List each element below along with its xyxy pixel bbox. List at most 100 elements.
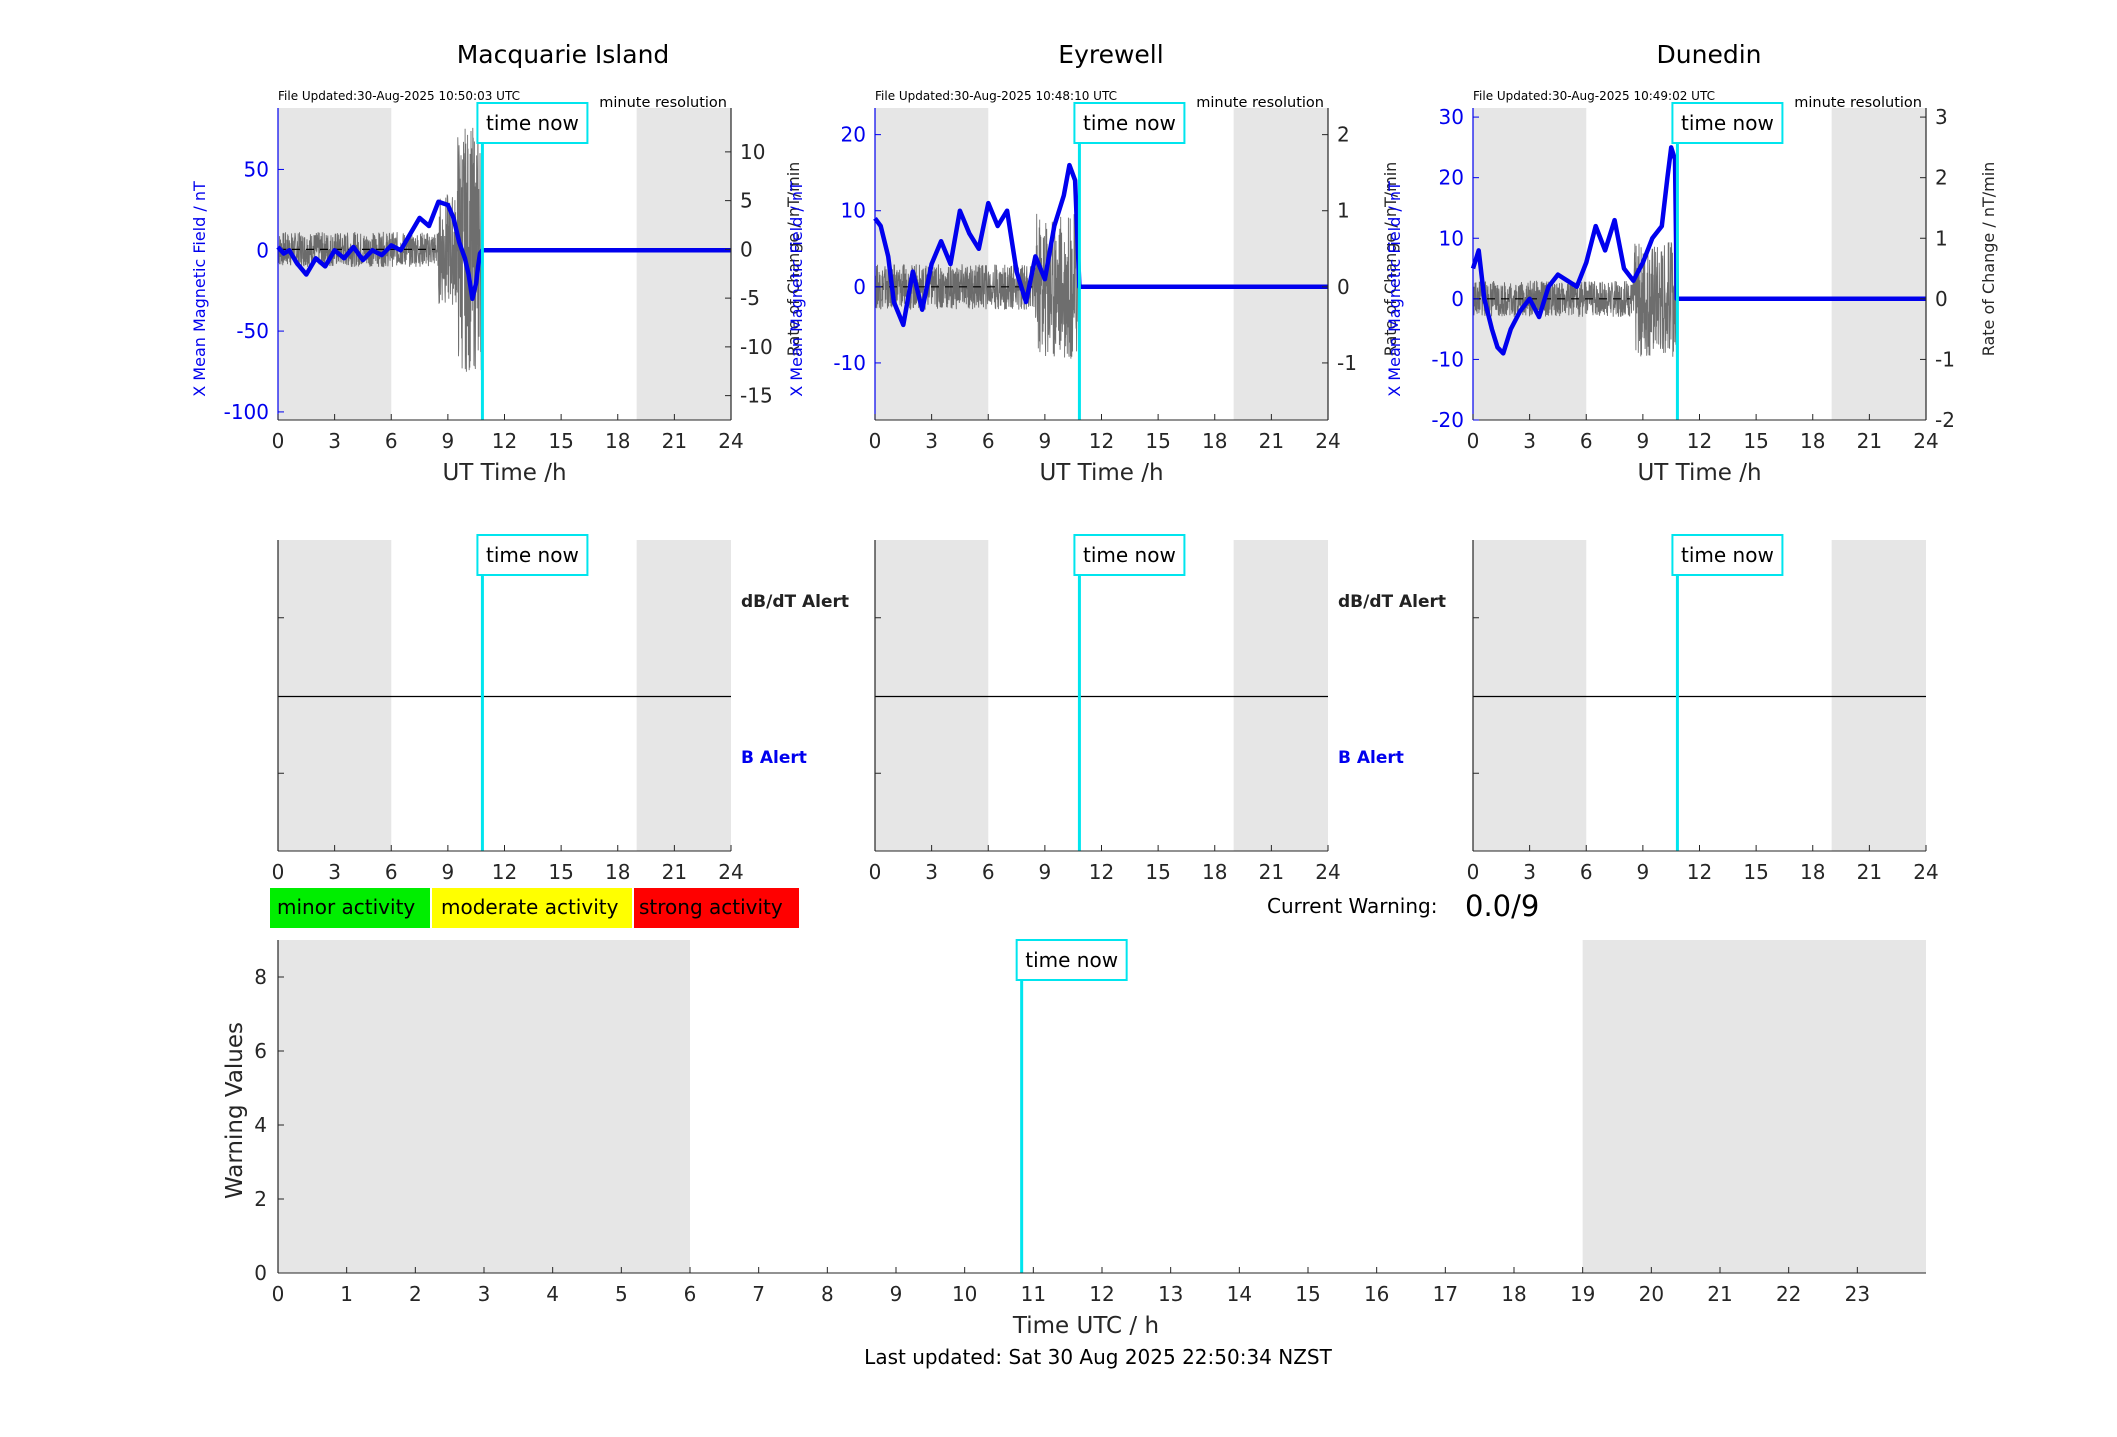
eyrewell-alert-panel: dB/dT Alert B Alert time now 0 3 6 9 12 15 18 21… bbox=[869, 534, 1446, 884]
time-now-box bbox=[1671, 534, 1784, 576]
y-left-tick-label: -100 bbox=[224, 400, 269, 424]
y-right-tick-label: -5 bbox=[740, 286, 760, 310]
x-tick-label: 0 bbox=[1467, 860, 1480, 884]
x-axis-label: UT Time /h bbox=[1039, 460, 1163, 486]
x-tick-label: 15 bbox=[548, 429, 573, 453]
y-axis-label: Warning Values bbox=[222, 1022, 248, 1199]
time-now-box bbox=[476, 534, 589, 576]
y-right-axis-label: Rate of Change / nT/min bbox=[1381, 162, 1400, 357]
x-tick-label: 11 bbox=[1021, 1282, 1046, 1306]
x-tick-label: 20 bbox=[1639, 1282, 1664, 1306]
x-tick-label: 15 bbox=[1145, 429, 1170, 453]
panel-title: Macquarie Island bbox=[457, 40, 670, 69]
y-tick-label: 4 bbox=[254, 1113, 267, 1137]
x-tick-label: 6 bbox=[1580, 429, 1593, 453]
resolution-label: minute resolution bbox=[599, 95, 727, 111]
x-tick-label: 12 bbox=[1687, 429, 1712, 453]
x-tick-label: 6 bbox=[385, 429, 398, 453]
eyrewell-panel: Eyrewell File Updated:30-Aug-2025 10:48:… bbox=[787, 40, 1400, 486]
time-now-box bbox=[1015, 939, 1128, 981]
minor-activity-label: minor activity bbox=[277, 895, 415, 919]
y-tick-label: 6 bbox=[254, 1039, 267, 1063]
night-shading bbox=[636, 540, 731, 851]
x-tick-label: 0 bbox=[272, 860, 285, 884]
x-tick-label: 3 bbox=[925, 429, 938, 453]
y-right-tick-label: 10 bbox=[740, 140, 765, 164]
x-tick-label: 18 bbox=[605, 429, 630, 453]
b-alert-label: B Alert bbox=[741, 748, 807, 768]
panel-title: Dunedin bbox=[1657, 40, 1762, 69]
x-tick-label: 2 bbox=[409, 1282, 422, 1306]
x-tick-label: 12 bbox=[1687, 860, 1712, 884]
x-tick-label: 9 bbox=[1637, 429, 1650, 453]
night-shading bbox=[1831, 540, 1926, 851]
x-tick-label: 18 bbox=[1800, 429, 1825, 453]
x-tick-label: 15 bbox=[1743, 429, 1768, 453]
x-tick-label: 15 bbox=[1145, 860, 1170, 884]
time-now-label: time now bbox=[1025, 948, 1118, 972]
x-tick-label: 6 bbox=[982, 429, 995, 453]
time-now-box bbox=[1073, 534, 1186, 576]
x-tick-label: 21 bbox=[1259, 860, 1284, 884]
y-left-tick-label: -20 bbox=[1431, 408, 1464, 432]
x-tick-label: 18 bbox=[605, 860, 630, 884]
x-tick-label: 9 bbox=[1637, 860, 1650, 884]
dunedin-panel: Dunedin File Updated:30-Aug-2025 10:49:0… bbox=[1385, 40, 1998, 486]
x-tick-label: 9 bbox=[442, 860, 455, 884]
y-left-tick-label: 20 bbox=[841, 123, 866, 147]
night-shading bbox=[1473, 108, 1587, 420]
x-tick-label: 6 bbox=[982, 860, 995, 884]
resolution-label: minute resolution bbox=[1794, 95, 1922, 111]
x-tick-label: 3 bbox=[1523, 429, 1536, 453]
time-now-label: time now bbox=[1681, 543, 1774, 567]
x-tick-label: 24 bbox=[718, 860, 743, 884]
night-shading bbox=[636, 108, 731, 420]
dbdt-alert-label: dB/dT Alert bbox=[741, 592, 849, 612]
strong-activity-swatch bbox=[634, 888, 799, 928]
x-tick-label: 3 bbox=[328, 860, 341, 884]
y-left-tick-label: -10 bbox=[833, 351, 866, 375]
field-trace bbox=[873, 162, 1328, 328]
macquarie-island-panel: Macquarie Island File Updated:30-Aug-202… bbox=[190, 40, 803, 486]
x-tick-label: 21 bbox=[662, 860, 687, 884]
rate-of-change-trace bbox=[1472, 241, 1678, 357]
x-axis-label: UT Time /h bbox=[1637, 460, 1761, 486]
x-tick-label: 21 bbox=[1707, 1282, 1732, 1306]
x-tick-label: 0 bbox=[272, 1282, 285, 1306]
field-trace bbox=[1470, 145, 1926, 356]
y-left-axis-label: X Mean Magnetic Field / nT bbox=[190, 181, 209, 397]
macquarie-alert-panel: dB/dT Alert B Alert time now 0 3 6 9 12 15 18 21… bbox=[272, 534, 849, 884]
time-now-label: time now bbox=[486, 543, 579, 567]
x-tick-label: 0 bbox=[272, 429, 285, 453]
x-tick-label: 21 bbox=[1857, 429, 1882, 453]
night-shading bbox=[278, 940, 690, 1273]
x-tick-label: 3 bbox=[1523, 860, 1536, 884]
b-alert-label: B Alert bbox=[1338, 748, 1404, 768]
y-left-tick-label: 0 bbox=[1451, 287, 1464, 311]
x-tick-label: 21 bbox=[1259, 429, 1284, 453]
y-right-tick-label: -1 bbox=[1337, 351, 1357, 375]
x-tick-label: 1 bbox=[340, 1282, 353, 1306]
y-left-tick-label: -50 bbox=[236, 319, 269, 343]
x-tick-label: 15 bbox=[548, 860, 573, 884]
y-right-tick-label: 3 bbox=[1935, 105, 1948, 129]
y-left-tick-label: -10 bbox=[1431, 347, 1464, 371]
time-now-label: time now bbox=[1083, 543, 1176, 567]
time-now-label: time now bbox=[1681, 111, 1774, 135]
time-now-box bbox=[1671, 102, 1784, 144]
current-warning-label: Current Warning: bbox=[1267, 894, 1437, 918]
x-tick-label: 17 bbox=[1433, 1282, 1458, 1306]
time-now-label: time now bbox=[486, 111, 579, 135]
night-shading bbox=[875, 540, 989, 851]
night-shading bbox=[1473, 540, 1587, 851]
x-tick-label: 9 bbox=[442, 429, 455, 453]
night-shading bbox=[278, 540, 392, 851]
y-left-tick-label: 50 bbox=[244, 157, 269, 181]
y-left-axis-label: X Mean Magnetic Field / nT bbox=[787, 181, 806, 397]
x-tick-label: 9 bbox=[1039, 860, 1052, 884]
minor-activity-swatch bbox=[270, 888, 430, 928]
x-tick-label: 12 bbox=[492, 860, 517, 884]
y-right-tick-label: -10 bbox=[740, 335, 773, 359]
